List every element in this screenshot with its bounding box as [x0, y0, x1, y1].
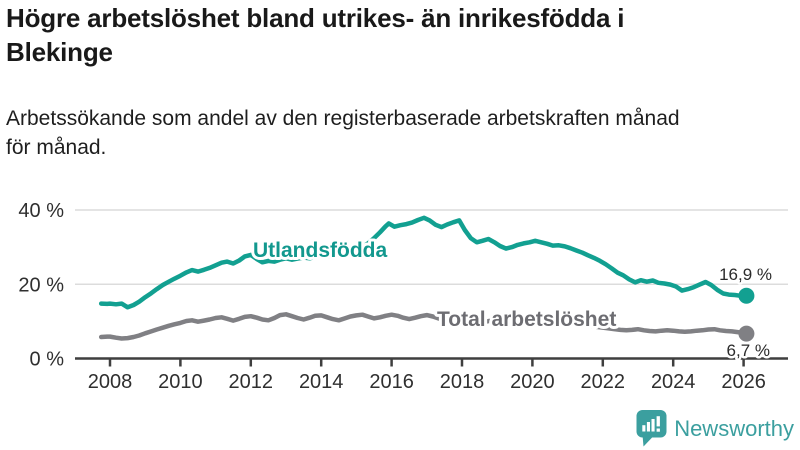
y-tick-label-40: 40 %: [18, 200, 64, 222]
y-tick-label-0: 0 %: [30, 349, 65, 371]
newsworthy-logo[interactable]: Newsworthy: [636, 409, 794, 448]
utlandsfodda-line: [98, 215, 749, 310]
x-tick-label-2018: 2018: [440, 371, 485, 393]
y-tick-label-20: 20 %: [18, 274, 64, 296]
utlandsfodda-end-value-label: 16,9 %: [719, 265, 772, 284]
chart-subtitle-line2: för månad.: [6, 136, 107, 159]
x-tick-label-2014: 2014: [299, 371, 344, 393]
x-tick-label-2026: 2026: [721, 371, 766, 393]
x-tick-label-2022: 2022: [581, 371, 626, 393]
total-arbetsloshet-series-label: Total arbetslöshet: [437, 308, 616, 331]
page-title-line1: Högre arbetslöshet bland utrikes- än inr…: [6, 3, 625, 33]
x-tick-label-2020: 2020: [510, 371, 555, 393]
total-arbetsloshet-end-value-label: 6,7 %: [727, 341, 770, 360]
page-title-line2: Blekinge: [6, 37, 113, 67]
x-tick-label-2012: 2012: [229, 371, 274, 393]
x-tick-label-2016: 2016: [369, 371, 414, 393]
utlandsfodda-series-label: Utlandsfödda: [253, 239, 387, 262]
newsworthy-wordmark: Newsworthy: [674, 415, 794, 441]
x-tick-label-2010: 2010: [158, 371, 203, 393]
total-arbetsloshet-end-dot: [738, 325, 755, 342]
utlandsfodda-end-dot: [738, 287, 755, 304]
x-tick-label-2024: 2024: [651, 371, 696, 393]
newsworthy-bubble-chart-icon: [636, 410, 667, 447]
chart-subtitle: Arbetssökande som andel av den registerb…: [6, 104, 794, 162]
page-title: Högre arbetslöshet bland utrikes- än inr…: [6, 1, 794, 69]
x-tick-label-2008: 2008: [88, 371, 133, 393]
unemployment-line-chart: 2008 2010 2012 2014 2016 2018 2020 2022 2024 2026…: [18, 200, 788, 393]
total-arbetsloshet-line: [98, 312, 749, 341]
chart-subtitle-line1: Arbetssökande som andel av den registerb…: [6, 107, 680, 130]
